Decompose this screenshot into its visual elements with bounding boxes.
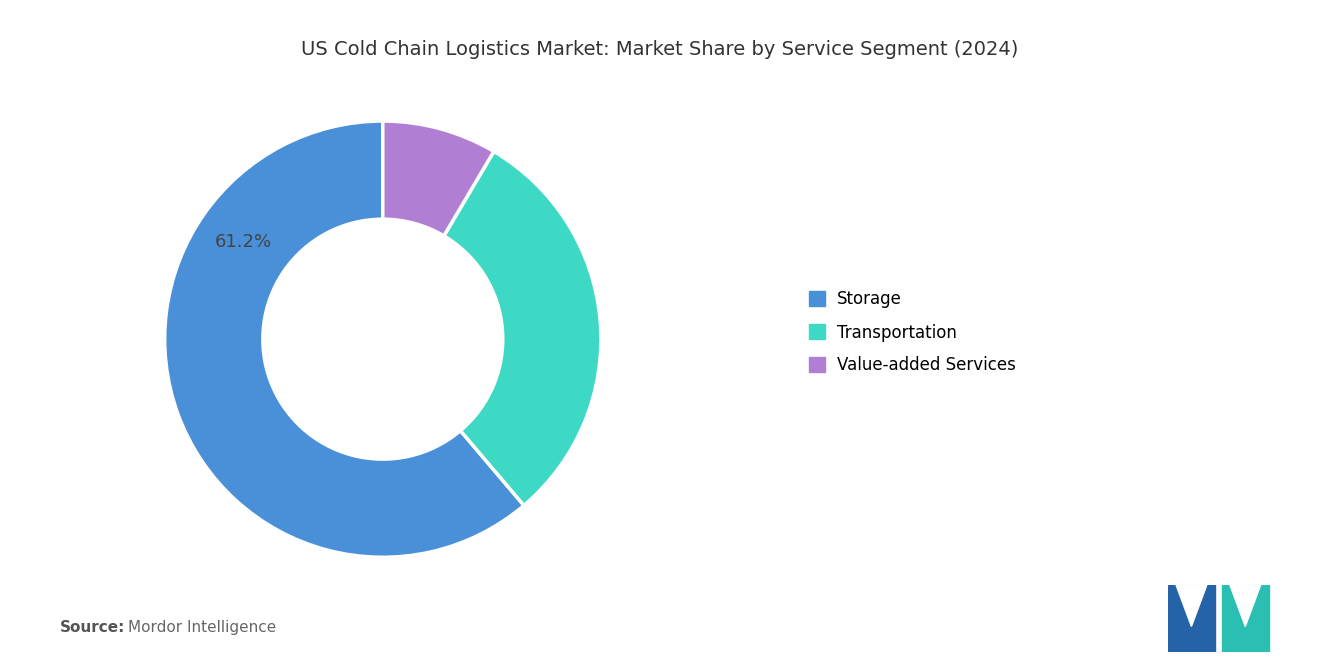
Polygon shape: [1230, 585, 1261, 626]
Wedge shape: [444, 152, 601, 505]
Wedge shape: [165, 121, 524, 557]
Polygon shape: [1176, 585, 1206, 626]
Text: US Cold Chain Logistics Market: Market Share by Service Segment (2024): US Cold Chain Logistics Market: Market S…: [301, 40, 1019, 59]
Text: Mordor Intelligence: Mordor Intelligence: [128, 620, 276, 635]
Text: 61.2%: 61.2%: [215, 233, 272, 251]
Polygon shape: [1222, 585, 1269, 652]
Text: Source:: Source:: [59, 620, 125, 635]
Wedge shape: [383, 121, 494, 236]
Legend: Storage, Transportation, Value-added Services: Storage, Transportation, Value-added Ser…: [800, 282, 1024, 383]
Polygon shape: [1168, 585, 1214, 652]
